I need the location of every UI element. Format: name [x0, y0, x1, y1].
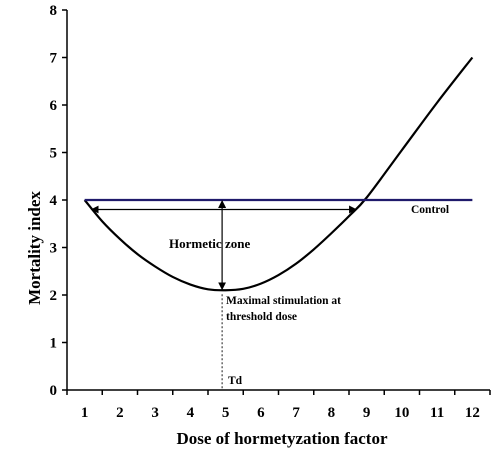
x-tick-label: 7 — [292, 405, 300, 421]
x-tick-label: 9 — [363, 405, 371, 421]
series-line-mortality — [83, 56, 474, 292]
y-tick-label: 4 — [50, 193, 58, 209]
x-tick-label: 12 — [465, 405, 480, 421]
y-tick-label: 1 — [50, 336, 58, 352]
y-tick-label: 0 — [50, 383, 58, 399]
x-tick-label: 4 — [187, 405, 195, 421]
y-tick-label: 6 — [50, 98, 58, 114]
max-stimulation-label-line1: Maximal stimulation at — [226, 295, 341, 307]
y-axis-title: Mortality index — [25, 191, 44, 305]
hormetic-zone-label: Hormetic zone — [169, 236, 250, 251]
x-tick-label: 10 — [394, 405, 409, 421]
x-tick-label: 6 — [257, 405, 265, 421]
annotations-layer: Control Hormetic zone Maximal stimulatio… — [90, 200, 449, 390]
x-tick-label: 3 — [151, 405, 159, 421]
x-tick-label: 1 — [81, 405, 89, 421]
threshold-dose-label: Td — [228, 375, 243, 387]
control-label: Control — [411, 204, 449, 216]
x-tick-label: 11 — [430, 405, 444, 421]
y-tick-label: 3 — [50, 241, 58, 257]
y-tick-label: 2 — [50, 288, 58, 304]
x-tick-label: 2 — [116, 405, 124, 421]
y-tick-label: 7 — [50, 51, 58, 67]
x-axis-title: Dose of hormetyzation factor — [176, 429, 387, 448]
x-tick-label: 8 — [328, 405, 336, 421]
max-stimulation-label-line2: threshold dose — [226, 311, 297, 323]
y-tick-label: 5 — [50, 146, 58, 162]
y-tick-label: 8 — [50, 3, 58, 19]
series-layer — [83, 56, 474, 292]
x-tick-label: 5 — [222, 405, 230, 421]
